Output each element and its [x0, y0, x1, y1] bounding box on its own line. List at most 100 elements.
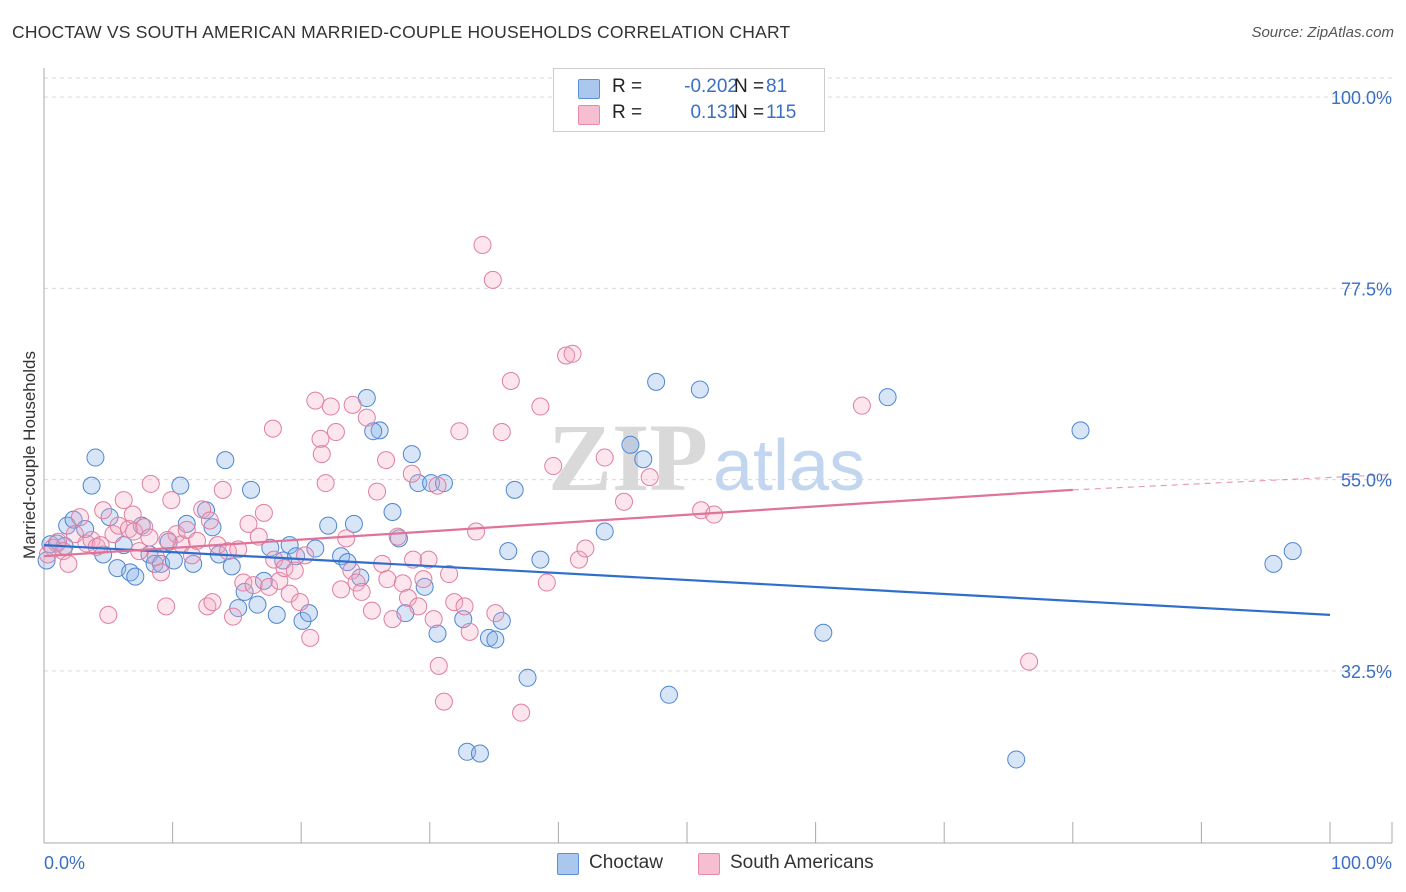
choctaw-point — [814, 623, 833, 642]
south-american-point — [275, 559, 294, 578]
choctaw-point — [319, 516, 338, 535]
choctaw-point — [267, 605, 286, 624]
choctaw-point — [634, 450, 653, 469]
legend-swatch-south-americans — [578, 105, 600, 125]
south-american-point — [576, 539, 595, 558]
south-american-point — [486, 604, 505, 623]
south-american-point — [424, 610, 443, 629]
choctaw-trend-line — [43, 544, 1331, 616]
south-american-point — [434, 692, 453, 711]
south-american-point — [501, 372, 520, 391]
south-american-point — [544, 457, 563, 476]
south-american-point — [109, 516, 128, 535]
watermark-atlas: atlas — [713, 426, 865, 506]
choctaw-point — [1071, 421, 1090, 440]
south-american-point — [316, 474, 335, 493]
bottom-legend-swatch-south-americans — [698, 853, 720, 875]
choctaw-point — [428, 624, 447, 643]
legend-n-label: N = — [734, 76, 765, 97]
south-american-point — [59, 554, 78, 573]
choctaw-point — [86, 448, 105, 467]
south-american-point — [378, 570, 397, 589]
south-american-point — [343, 395, 362, 414]
legend-r-value: 0.131 — [690, 102, 738, 123]
choctaw-point — [293, 611, 312, 630]
south-american-point — [419, 550, 438, 569]
choctaw-point — [261, 538, 280, 557]
south-american-point — [99, 605, 118, 624]
legend-r-label: R = — [612, 102, 643, 123]
south-american-point — [260, 577, 279, 596]
choctaw-point — [1264, 554, 1283, 573]
choctaw-point — [229, 599, 248, 618]
choctaw-point — [531, 550, 550, 569]
south-american-point — [557, 346, 576, 365]
watermark-zip: ZIP — [548, 404, 708, 511]
south-american-point — [705, 505, 724, 524]
axes — [43, 68, 1393, 844]
data-points — [37, 235, 1302, 769]
south-american-point — [158, 531, 177, 550]
south-american-point — [162, 491, 181, 510]
legend-r-label: R = — [612, 76, 643, 97]
choctaw-point — [171, 476, 190, 495]
south-american-point — [152, 563, 171, 582]
choctaw-point — [415, 577, 434, 596]
y-axis-label: Married-couple Households — [20, 351, 39, 559]
south-american-point — [347, 573, 366, 592]
choctaw-point — [216, 451, 235, 470]
south-american-point — [383, 610, 402, 629]
south-american-point — [285, 561, 304, 580]
choctaw-point — [647, 372, 666, 391]
choctaw-point — [505, 480, 524, 499]
south-american-point — [440, 565, 459, 584]
choctaw-point — [1283, 542, 1302, 561]
choctaw-point — [383, 502, 402, 521]
choctaw-point — [203, 518, 222, 537]
south-american-point — [114, 491, 133, 510]
south-american-point — [357, 408, 376, 427]
trend-lines — [43, 473, 1391, 616]
choctaw-point — [486, 630, 505, 649]
choctaw-point — [878, 388, 897, 407]
south-american-trend-line — [43, 488, 1073, 558]
south-american-point — [473, 235, 492, 254]
choctaw-point — [306, 539, 325, 558]
south-american-point — [203, 593, 222, 612]
legend-n-label: N = — [734, 102, 765, 123]
legend-n-value: 81 — [766, 76, 788, 97]
south-american-point — [306, 391, 325, 410]
south-american-point — [119, 519, 138, 538]
x-tick-label: 100.0% — [1331, 853, 1392, 873]
south-american-point — [402, 464, 421, 483]
south-american-point — [362, 601, 381, 620]
south-american-point — [337, 529, 356, 548]
south-american-point — [135, 518, 154, 537]
south-american-point — [537, 573, 556, 592]
south-american-point — [177, 520, 196, 539]
south-american-point — [326, 423, 345, 442]
legend-r-value: -0.202 — [684, 76, 738, 97]
choctaw-point — [126, 567, 145, 586]
y-tick-label: 77.5% — [1341, 279, 1392, 299]
south-american-point — [213, 480, 232, 499]
south-american-point — [595, 448, 614, 467]
choctaw-point — [287, 547, 306, 566]
south-american-point — [311, 429, 330, 448]
south-american-point — [450, 422, 469, 441]
south-american-point — [393, 574, 412, 593]
south-american-point — [414, 570, 433, 589]
south-american-point — [460, 622, 479, 641]
south-american-point — [290, 593, 309, 612]
south-american-point — [249, 527, 268, 546]
south-american-point — [512, 703, 531, 722]
south-american-point — [1020, 652, 1039, 671]
south-american-point — [123, 505, 142, 524]
choctaw-point — [242, 480, 261, 499]
y-tick-label: 100.0% — [1331, 88, 1392, 108]
south-american-point — [640, 468, 659, 487]
choctaw-point — [82, 476, 101, 495]
south-american-point — [388, 527, 407, 546]
south-american-point — [563, 344, 582, 363]
